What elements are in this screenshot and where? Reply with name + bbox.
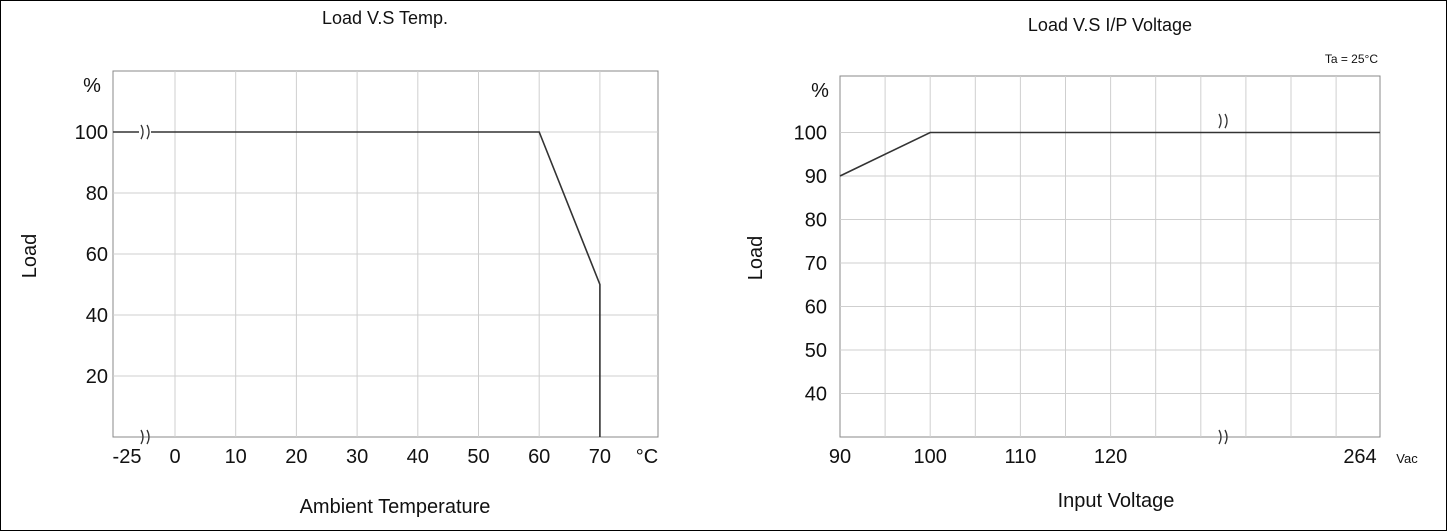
y-tick-label: 100 bbox=[75, 122, 108, 144]
x-unit-label: Vac bbox=[1396, 451, 1418, 466]
axis-break-mark bbox=[140, 124, 144, 140]
chart-title: Load V.S Temp. bbox=[322, 8, 448, 28]
y-tick-label: 20 bbox=[86, 366, 108, 388]
axis-break-x bbox=[140, 429, 150, 445]
x-tick-label: 100 bbox=[914, 446, 947, 468]
series bbox=[839, 113, 1380, 177]
y-unit-label: % bbox=[811, 80, 829, 102]
x-tick-label: 30 bbox=[346, 446, 368, 468]
chart-title: Load V.S I/P Voltage bbox=[1028, 15, 1192, 35]
x-tick-labels: -25 0 10 20 30 40 50 60 70 bbox=[113, 446, 611, 468]
series-line bbox=[113, 131, 601, 437]
axis-break-mask bbox=[1216, 113, 1228, 128]
x-tick-label: 110 bbox=[1004, 446, 1036, 468]
chart-annotation: Ta = 25°C bbox=[1325, 52, 1378, 66]
axis-break-mark bbox=[1218, 113, 1222, 129]
x-tick-label: 0 bbox=[169, 446, 180, 468]
axis-break-mark bbox=[1224, 113, 1228, 129]
y-tick-label: 40 bbox=[805, 384, 827, 406]
axis-break-x-bottom bbox=[1218, 429, 1228, 445]
axis-break-mark bbox=[146, 124, 150, 140]
series-line bbox=[839, 131, 1380, 177]
y-tick-label: 80 bbox=[805, 210, 827, 232]
chart-load-vs-temp: Load V.S Temp. % 20 40 60 80 100 -25 0 10 20 30 4… bbox=[19, 8, 659, 518]
y-tick-label: 40 bbox=[86, 305, 108, 327]
grid bbox=[113, 71, 658, 437]
x-tick-label: 50 bbox=[467, 446, 489, 468]
y-tick-label: 90 bbox=[805, 166, 827, 188]
y-tick-label: 80 bbox=[86, 183, 108, 205]
x-tick-label: 40 bbox=[407, 446, 429, 468]
y-tick-label: 100 bbox=[794, 123, 827, 145]
x-tick-label: -25 bbox=[113, 446, 142, 468]
grid bbox=[840, 76, 1380, 437]
y-unit-label: % bbox=[83, 75, 101, 97]
y-tick-label: 60 bbox=[86, 244, 108, 266]
x-tick-label: 90 bbox=[829, 446, 851, 468]
y-tick-label: 50 bbox=[805, 340, 827, 362]
x-unit-label: °C bbox=[636, 446, 658, 468]
y-tick-labels: 40 50 60 70 80 90 100 bbox=[794, 123, 827, 406]
x-tick-label: 120 bbox=[1094, 446, 1127, 468]
x-axis-label: Input Voltage bbox=[1058, 490, 1175, 512]
x-tick-label: 70 bbox=[589, 446, 611, 468]
y-tick-labels: 20 40 60 80 100 bbox=[75, 122, 108, 388]
series bbox=[113, 124, 601, 437]
x-tick-label: 20 bbox=[285, 446, 307, 468]
y-axis-label: Load bbox=[19, 234, 41, 279]
plot-area bbox=[839, 75, 1381, 438]
chart-load-vs-input-voltage: Load V.S I/P Voltage Ta = 25°C % 40 50 60 7… bbox=[745, 15, 1418, 512]
x-tick-label: 10 bbox=[225, 446, 247, 468]
y-tick-label: 70 bbox=[805, 253, 827, 275]
x-axis-label: Ambient Temperature bbox=[300, 496, 491, 518]
y-tick-label: 60 bbox=[805, 297, 827, 319]
y-axis-label: Load bbox=[745, 236, 767, 281]
x-tick-label: 60 bbox=[528, 446, 550, 468]
x-tick-labels: 90 100 110 120 264 bbox=[829, 446, 1377, 468]
x-tick-label: 264 bbox=[1343, 446, 1376, 468]
